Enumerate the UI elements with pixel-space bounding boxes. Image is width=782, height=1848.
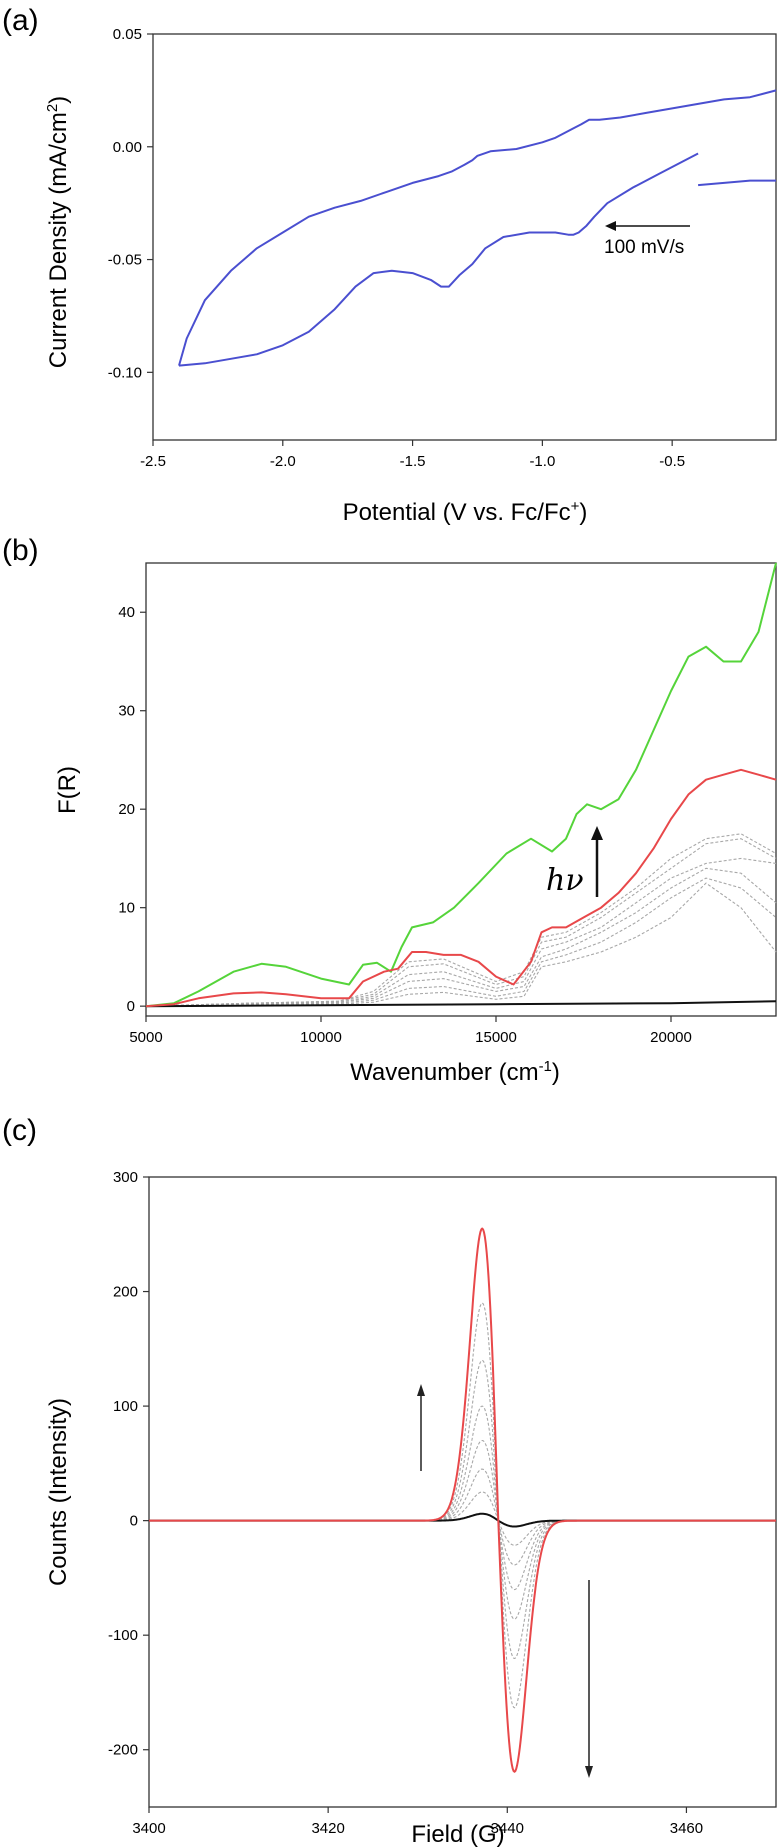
- series-line-intermediate-3: [145, 857, 777, 1007]
- y-tick-label: -200: [108, 1742, 138, 1759]
- x-tick-label: -2.5: [140, 453, 166, 470]
- x-tick-label: 3400: [132, 1820, 165, 1837]
- series-line-step-6: [149, 1491, 776, 1546]
- y-tick-label: -0.10: [108, 364, 142, 381]
- series-group-a: [178, 89, 777, 367]
- series-line-CV-scan: [178, 152, 699, 367]
- x-tick-label: -2.0: [270, 453, 296, 470]
- x-tick-label: -0.5: [659, 453, 685, 470]
- y-axis-title-a-end: ): [45, 96, 72, 104]
- series-line-final: [145, 562, 777, 1008]
- x-tick-label: 10000: [300, 1029, 342, 1046]
- series-line-CV-return: [178, 89, 777, 366]
- y-tick-label: 300: [113, 1169, 138, 1186]
- x-tick-label: -1.5: [400, 453, 426, 470]
- y-tick-label: 30: [118, 703, 135, 720]
- scan-rate-label: 100 mV/s: [604, 237, 684, 258]
- y-axis-title-a-sup: 2: [44, 104, 61, 112]
- x-axis-title-a-main: Potential (V vs. Fc/Fc: [343, 499, 571, 526]
- y-tick-label: 20: [118, 801, 135, 818]
- increase-arrow: [417, 1384, 425, 1471]
- x-axis-title-c: Field (G): [411, 1821, 504, 1848]
- x-tick-label: 20000: [650, 1029, 692, 1046]
- axis-ticks-c: 3400 3420 3440 3460 -200 -100 0 100 200 300: [108, 1169, 703, 1837]
- x-tick-label: 3460: [670, 1820, 703, 1837]
- chart-b: 5000 10000 15000 20000 0 10 20 30 40 hν Wavenumb…: [54, 562, 777, 1086]
- panel-label-c: (c): [2, 1114, 37, 1147]
- hv-label: hν: [546, 863, 584, 898]
- chart-a: -2.5 -2.0 -1.5 -1.0 -0.5 -0.10 -0.05 0.00 0.05 1…: [44, 26, 777, 526]
- series-group-c: [148, 1227, 777, 1773]
- axis-ticks-a: -2.5 -2.0 -1.5 -1.0 -0.5 -0.10 -0.05 0.00 0.05: [108, 26, 685, 470]
- y-tick-label: 100: [113, 1398, 138, 1415]
- series-line-intermediate-4: [145, 867, 777, 1007]
- series-group-b: [145, 562, 777, 1008]
- series-line-intermediate-5: [145, 877, 777, 1007]
- y-tick-label: 40: [118, 604, 135, 621]
- x-axis-title-b: Wavenumber (cm-1): [350, 1058, 560, 1086]
- x-tick-label: -1.0: [529, 453, 555, 470]
- plot-frame-a: [152, 33, 777, 441]
- decrease-arrow: [585, 1580, 593, 1778]
- axis-ticks-b: 5000 10000 15000 20000 0 10 20 30 40: [118, 604, 692, 1046]
- y-tick-label: 10: [118, 900, 135, 917]
- y-axis-title-c: Counts (Intensity): [45, 1398, 72, 1586]
- x-axis-title-b-end: ): [552, 1059, 560, 1086]
- y-tick-label: 200: [113, 1284, 138, 1301]
- y-tick-label: -100: [108, 1627, 138, 1644]
- chart-c: 3400 3420 3440 3460 -200 -100 0 100 200 300 Field…: [45, 1169, 777, 1848]
- series-line-CV-segment: [698, 179, 776, 187]
- x-tick-label: 15000: [475, 1029, 517, 1046]
- plot-frame-b: [145, 562, 777, 1017]
- series-line-intermediate-1: [145, 833, 777, 1007]
- y-tick-label: 0.05: [113, 26, 142, 43]
- light-arrow: [591, 826, 603, 897]
- y-axis-title-b: F(R): [54, 766, 81, 814]
- x-tick-label: 3440: [491, 1820, 524, 1837]
- y-tick-label: -0.05: [108, 252, 142, 269]
- y-tick-label: 0: [130, 1513, 138, 1530]
- series-line-step-4: [149, 1439, 776, 1591]
- series-line-dark: [145, 1000, 777, 1008]
- y-tick-label: 0: [127, 998, 135, 1015]
- series-line-step-2: [149, 1359, 776, 1660]
- x-axis-title-b-main: Wavenumber (cm: [350, 1059, 538, 1086]
- plot-frame-c: [148, 1176, 777, 1808]
- series-line-intermediate-2: [145, 838, 777, 1007]
- series-line-initial: [145, 768, 777, 1008]
- x-tick-label: 3420: [311, 1820, 344, 1837]
- x-axis-title-a-end: ): [579, 499, 587, 526]
- x-tick-label: 5000: [129, 1029, 162, 1046]
- series-line-intermediate-6: [145, 882, 777, 1007]
- x-axis-title-a: Potential (V vs. Fc/Fc+): [343, 498, 588, 526]
- x-axis-title-b-sup: -1: [539, 1058, 552, 1075]
- y-tick-label: 0.00: [113, 139, 142, 156]
- scan-rate-arrow: [605, 221, 690, 231]
- panel-label-b: (b): [2, 534, 39, 567]
- y-axis-title-a-main: Current Density (mA/cm: [45, 112, 72, 368]
- panel-label-a: (a): [2, 4, 39, 37]
- y-axis-title-a: Current Density (mA/cm2): [44, 96, 72, 368]
- series-line-final: [148, 1227, 777, 1773]
- series-line-step-1: [149, 1302, 776, 1709]
- x-axis-title-a-sup: +: [571, 498, 580, 515]
